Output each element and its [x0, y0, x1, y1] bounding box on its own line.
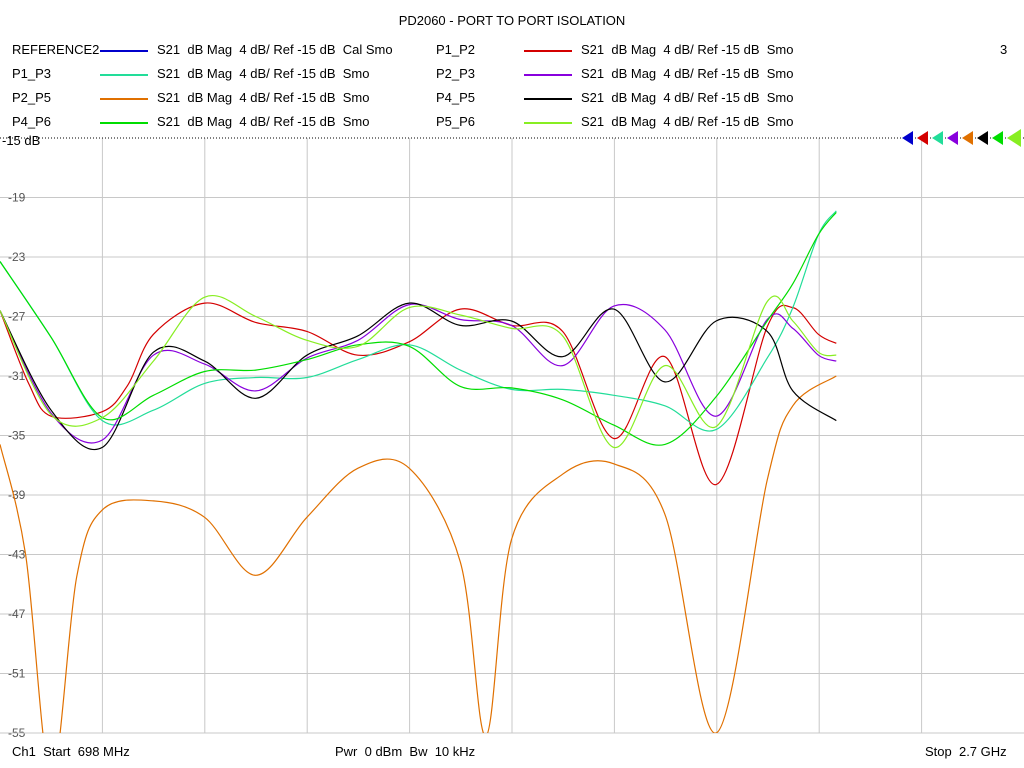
- trace-p2-p5: [0, 375, 837, 733]
- reference-marker: [1007, 129, 1021, 147]
- trace-group: [0, 210, 837, 733]
- legend-swatch-p4-p5: [524, 98, 572, 100]
- reference-marker: [917, 131, 928, 145]
- legend-label-p4-p5: P4_P5: [436, 90, 476, 105]
- legend-desc-p2-p5: S21 dB Mag 4 dB/ Ref -15 dB Smo: [157, 90, 370, 105]
- reference-marker: [992, 131, 1003, 145]
- legend-swatch-p2-p3: [524, 74, 572, 76]
- channel-number: 3: [1000, 42, 1008, 57]
- legend-desc-p2-p3: S21 dB Mag 4 dB/ Ref -15 dB Smo: [581, 66, 794, 81]
- trace-p5-p6: [0, 294, 837, 449]
- legend-desc-p4-p5: S21 dB Mag 4 dB/ Ref -15 dB Smo: [581, 90, 794, 105]
- y-tick-label: -19: [8, 191, 26, 205]
- legend-label-reference2: REFERENCE2: [12, 42, 100, 57]
- y-tick-label: -23: [8, 250, 26, 264]
- legend-label-p4-p6: P4_P6: [12, 114, 52, 129]
- legend-swatch-p1-p3: [100, 74, 148, 76]
- legend-desc-p4-p6: S21 dB Mag 4 dB/ Ref -15 dB Smo: [157, 114, 370, 129]
- legend-label-p1-p3: P1_P3: [12, 66, 52, 81]
- power-bandwidth: Pwr 0 dBm Bw 10 kHz: [335, 744, 476, 759]
- y-tick-label: -43: [8, 548, 26, 562]
- y-tick-label: -15 dB: [2, 133, 40, 148]
- reference-marker: [977, 131, 988, 145]
- trace-p1-p3: [0, 210, 837, 432]
- stop-frequency: Stop 2.7 GHz: [925, 744, 1007, 759]
- reference-marker: [902, 131, 913, 145]
- reference-marker: [947, 131, 958, 145]
- trace-p4-p6: [0, 212, 837, 446]
- reference-marker: [932, 131, 943, 145]
- trace-p4-p5: [0, 302, 837, 451]
- y-tick-label: -51: [8, 667, 26, 681]
- chart-title: PD2060 - PORT TO PORT ISOLATION: [398, 13, 626, 28]
- legend-label-p5-p6: P5_P6: [436, 114, 476, 129]
- y-tick-label: -47: [8, 607, 26, 621]
- legend-label-p1-p2: P1_P2: [436, 42, 476, 57]
- legend-desc-reference2: S21 dB Mag 4 dB/ Ref -15 dB Cal Smo: [157, 42, 393, 57]
- legend-desc-p5-p6: S21 dB Mag 4 dB/ Ref -15 dB Smo: [581, 114, 794, 129]
- y-tick-label: -31: [8, 369, 26, 383]
- legend-swatch-p1-p2: [524, 50, 572, 52]
- y-tick-label: -39: [8, 488, 26, 502]
- reference-marker: [962, 131, 973, 145]
- start-frequency: Ch1 Start 698 MHz: [12, 744, 130, 759]
- legend-swatch-p2-p5: [100, 98, 148, 100]
- y-tick-label: -27: [8, 310, 26, 324]
- legend-desc-p1-p2: S21 dB Mag 4 dB/ Ref -15 dB Smo: [581, 42, 794, 57]
- legend-swatch-p5-p6: [524, 122, 572, 124]
- legend-label-p2-p3: P2_P3: [436, 66, 476, 81]
- legend-label-p2-p5: P2_P5: [12, 90, 52, 105]
- legend-swatch-p4-p6: [100, 122, 148, 124]
- legend-swatch-reference2: [100, 50, 148, 52]
- legend-desc-p1-p3: S21 dB Mag 4 dB/ Ref -15 dB Smo: [157, 66, 370, 81]
- trace-p1-p2: [0, 302, 837, 486]
- y-tick-label: -35: [8, 429, 26, 443]
